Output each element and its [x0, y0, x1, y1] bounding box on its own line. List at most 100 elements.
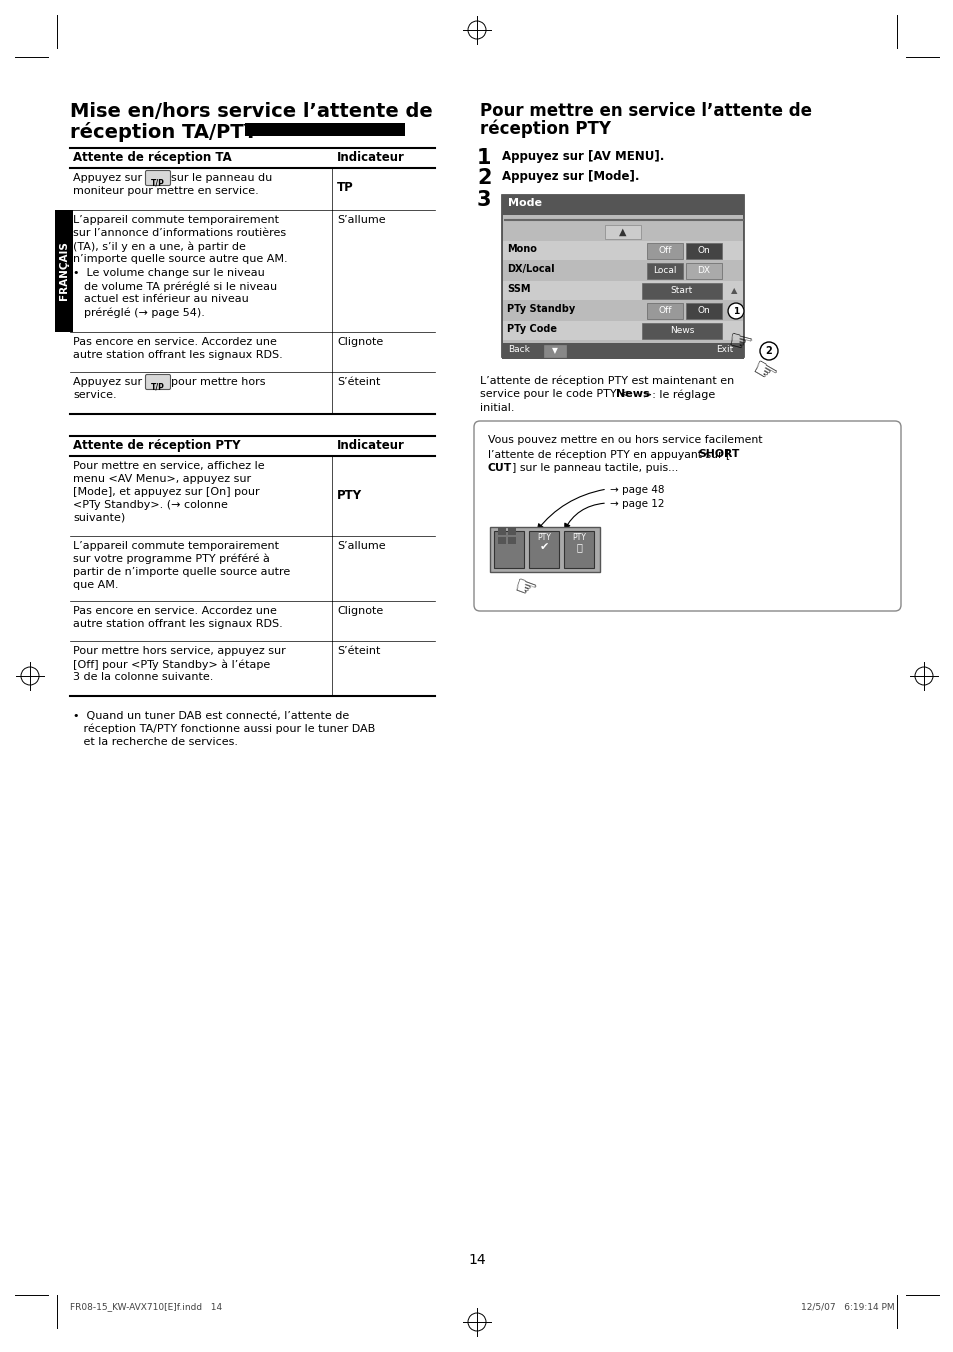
Bar: [529, 531, 558, 568]
Bar: [502, 301, 742, 320]
Bar: [507, 529, 516, 535]
Text: ▲: ▲: [618, 227, 626, 237]
Text: 1: 1: [476, 147, 491, 168]
Text: Pour mettre hors service, appuyez sur: Pour mettre hors service, appuyez sur: [73, 646, 286, 656]
Bar: [685, 303, 721, 319]
Text: réception PTY: réception PTY: [479, 120, 610, 138]
Text: Vous pouvez mettre en ou hors service facilement: Vous pouvez mettre en ou hors service fa…: [488, 435, 761, 445]
Bar: [497, 537, 505, 544]
Text: autre station offrant les signaux RDS.: autre station offrant les signaux RDS.: [73, 350, 282, 360]
Bar: [685, 264, 721, 279]
Text: S’allume: S’allume: [336, 215, 385, 224]
Text: T/P: T/P: [151, 383, 165, 391]
Text: Start: Start: [670, 287, 693, 295]
Text: S’allume: S’allume: [336, 541, 385, 552]
Text: n’importe quelle source autre que AM.: n’importe quelle source autre que AM.: [73, 254, 287, 264]
Bar: [502, 241, 742, 260]
Text: Pas encore en service. Accordez une: Pas encore en service. Accordez une: [73, 337, 276, 347]
Bar: [646, 303, 682, 319]
Text: réception TA/PTY fonctionne aussi pour le tuner DAB: réception TA/PTY fonctionne aussi pour l…: [73, 725, 375, 734]
Bar: [543, 345, 565, 357]
Text: partir de n’importe quelle source autre: partir de n’importe quelle source autre: [73, 566, 290, 577]
Text: 🔍: 🔍: [576, 542, 581, 552]
Text: Local: Local: [653, 266, 676, 274]
Text: Attente de réception PTY: Attente de réception PTY: [73, 439, 240, 452]
Text: SSM: SSM: [506, 284, 530, 293]
Text: Back: Back: [507, 345, 529, 354]
Text: ☞: ☞: [745, 354, 781, 391]
Text: S’éteint: S’éteint: [336, 646, 380, 656]
Text: réception TA/PTY: réception TA/PTY: [70, 122, 257, 142]
Text: service.: service.: [73, 389, 116, 400]
Bar: [490, 527, 599, 572]
Text: → page 12: → page 12: [609, 499, 664, 508]
Text: Mise en/hors service l’attente de: Mise en/hors service l’attente de: [70, 101, 433, 120]
Bar: [685, 243, 721, 260]
Text: ] sur le panneau tactile, puis...: ] sur le panneau tactile, puis...: [512, 462, 678, 473]
Bar: [245, 123, 405, 137]
Bar: [501, 343, 743, 360]
Text: 12/5/07   6:19:14 PM: 12/5/07 6:19:14 PM: [801, 1302, 894, 1311]
Text: l’attente de réception PTY en appuyant sur [: l’attente de réception PTY en appuyant s…: [488, 449, 729, 460]
Text: Off: Off: [658, 306, 671, 315]
Text: TP: TP: [336, 181, 354, 193]
Bar: [494, 531, 523, 568]
Text: Pour mettre en service, affichez le: Pour mettre en service, affichez le: [73, 461, 264, 470]
Text: L’appareil commute temporairement: L’appareil commute temporairement: [73, 215, 278, 224]
Text: Appuyez sur: Appuyez sur: [73, 377, 142, 387]
Text: L’appareil commute temporairement: L’appareil commute temporairement: [73, 541, 278, 552]
Text: L’attente de réception PTY est maintenant en: L’attente de réception PTY est maintenan…: [479, 375, 734, 385]
Text: sur le panneau du: sur le panneau du: [171, 173, 272, 183]
Text: moniteur pour mettre en service.: moniteur pour mettre en service.: [73, 187, 258, 196]
Text: Pas encore en service. Accordez une: Pas encore en service. Accordez une: [73, 606, 276, 617]
Text: <PTy Standby>. (→ colonne: <PTy Standby>. (→ colonne: [73, 500, 228, 510]
Bar: [641, 283, 721, 299]
Text: Indicateur: Indicateur: [336, 151, 404, 164]
Text: >: le réglage: >: le réglage: [642, 389, 715, 399]
Text: autre station offrant les signaux RDS.: autre station offrant les signaux RDS.: [73, 619, 282, 629]
Text: PTY: PTY: [572, 533, 585, 542]
Text: PTy Standby: PTy Standby: [506, 304, 575, 314]
Text: de volume TA préréglé si le niveau: de volume TA préréglé si le niveau: [84, 281, 276, 292]
Text: que AM.: que AM.: [73, 580, 118, 589]
Text: •  Quand un tuner DAB est connecté, l’attente de: • Quand un tuner DAB est connecté, l’att…: [73, 711, 349, 721]
Text: T/P: T/P: [151, 178, 165, 187]
Text: ▲: ▲: [730, 287, 737, 295]
Bar: [502, 261, 742, 280]
Text: préréglé (→ page 54).: préréglé (→ page 54).: [84, 307, 205, 318]
Bar: [501, 195, 743, 215]
Bar: [563, 531, 594, 568]
Text: ✔: ✔: [538, 542, 548, 552]
Bar: [502, 320, 742, 339]
Text: DX/Local: DX/Local: [506, 264, 554, 274]
FancyBboxPatch shape: [146, 170, 171, 185]
Text: Clignote: Clignote: [336, 606, 383, 617]
Text: sur votre programme PTY préféré à: sur votre programme PTY préféré à: [73, 554, 270, 565]
Text: News: News: [616, 389, 649, 399]
Text: Attente de réception TA: Attente de réception TA: [73, 151, 232, 164]
Text: 2: 2: [476, 168, 491, 188]
Text: •  Le volume change sur le niveau: • Le volume change sur le niveau: [73, 268, 265, 279]
Text: ▼: ▼: [552, 346, 558, 356]
Text: menu <AV Menu>, appuyez sur: menu <AV Menu>, appuyez sur: [73, 475, 251, 484]
Text: Indicateur: Indicateur: [336, 439, 404, 452]
Text: 1: 1: [732, 307, 739, 315]
Bar: [604, 224, 640, 239]
Text: sur l’annonce d’informations routières: sur l’annonce d’informations routières: [73, 228, 286, 238]
Text: 3: 3: [476, 191, 491, 210]
Text: 14: 14: [468, 1253, 485, 1267]
Bar: [507, 537, 516, 544]
Text: PTy Code: PTy Code: [506, 324, 557, 334]
Text: On: On: [697, 306, 710, 315]
Text: FRANÇAIS: FRANÇAIS: [59, 242, 69, 300]
Bar: [646, 243, 682, 260]
Text: Appuyez sur [AV MENU].: Appuyez sur [AV MENU].: [501, 150, 663, 164]
Circle shape: [727, 303, 743, 319]
Bar: [501, 195, 743, 357]
Bar: [646, 264, 682, 279]
Text: 2: 2: [765, 346, 772, 356]
Text: [Mode], et appuyez sur [On] pour: [Mode], et appuyez sur [On] pour: [73, 487, 259, 498]
Text: suivante): suivante): [73, 512, 125, 523]
Text: Mode: Mode: [507, 197, 541, 208]
Bar: [641, 323, 721, 339]
